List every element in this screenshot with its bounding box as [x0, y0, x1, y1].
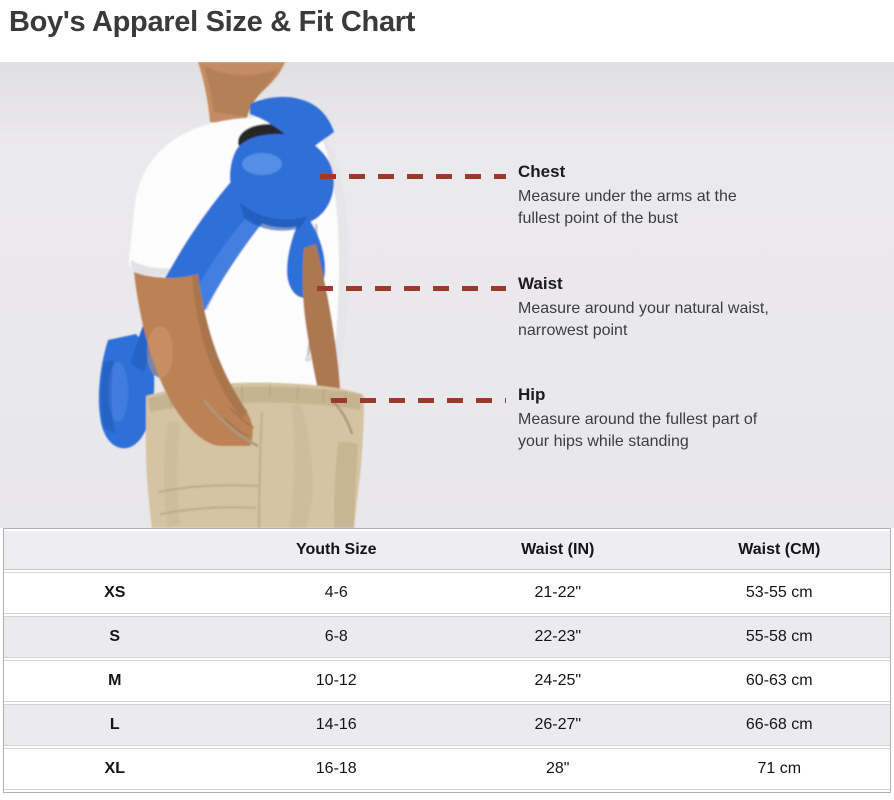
header-waist-in: Waist (IN)	[447, 531, 669, 570]
table-row-xs: XS 4-6 21-22" 53-55 cm	[4, 572, 890, 614]
chest-callout: Chest Measure under the arms at the full…	[518, 162, 780, 231]
page-title: Boy's Apparel Size & Fit Chart	[9, 6, 416, 38]
cell-size: XS	[4, 572, 226, 614]
cell-youth-size: 10-12	[225, 660, 447, 702]
cell-waist-cm: 55-58 cm	[668, 616, 890, 658]
cell-waist-in: 28"	[447, 748, 669, 790]
title-bar: Boy's Apparel Size & Fit Chart	[0, 0, 894, 62]
waist-description: Measure around your natural waist, narro…	[518, 300, 769, 340]
cell-waist-in: 24-25"	[447, 660, 669, 702]
cell-youth-size: 14-16	[225, 704, 447, 746]
hip-description: Measure around the fullest part of your …	[518, 411, 758, 451]
cell-youth-size: 16-18	[225, 748, 447, 790]
header-youth-size: Youth Size	[225, 531, 447, 570]
cell-waist-in: 21-22"	[447, 572, 669, 614]
cell-waist-cm: 66-68 cm	[668, 704, 890, 746]
header-waist-cm: Waist (CM)	[668, 531, 890, 570]
hip-label: Hip	[518, 385, 546, 404]
fit-guide-photo: Chest Measure under the arms at the full…	[0, 62, 894, 528]
table-row-l: L 14-16 26-27" 66-68 cm	[4, 704, 890, 746]
cell-size: M	[4, 660, 226, 702]
cell-size: XL	[4, 748, 226, 790]
table-row-s: S 6-8 22-23" 55-58 cm	[4, 616, 890, 658]
table-row-xl: XL 16-18 28" 71 cm	[4, 748, 890, 790]
size-table: Youth Size Waist (IN) Waist (CM) XS 4-6 …	[3, 528, 891, 793]
waist-measurement-line	[317, 286, 506, 291]
cell-waist-cm: 53-55 cm	[668, 572, 890, 614]
table-row-m: M 10-12 24-25" 60-63 cm	[4, 660, 890, 702]
waist-callout: Waist Measure around your natural waist,…	[518, 274, 780, 343]
size-table-header-row: Youth Size Waist (IN) Waist (CM)	[4, 531, 890, 570]
cell-waist-in: 26-27"	[447, 704, 669, 746]
chest-measurement-line	[320, 174, 506, 179]
cell-waist-cm: 60-63 cm	[668, 660, 890, 702]
header-size	[4, 531, 226, 570]
chest-description: Measure under the arms at the fullest po…	[518, 188, 737, 228]
cell-youth-size: 4-6	[225, 572, 447, 614]
hip-callout: Hip Measure around the fullest part of y…	[518, 385, 780, 454]
chest-label: Chest	[518, 162, 566, 181]
cell-size: S	[4, 616, 226, 658]
cell-waist-cm: 71 cm	[668, 748, 890, 790]
hip-measurement-line	[331, 398, 506, 403]
size-table-section: Youth Size Waist (IN) Waist (CM) XS 4-6 …	[0, 528, 894, 793]
boy-model-illustration	[98, 62, 364, 528]
cell-size: L	[4, 704, 226, 746]
waist-label: Waist	[518, 274, 563, 293]
cell-waist-in: 22-23"	[447, 616, 669, 658]
cell-youth-size: 6-8	[225, 616, 447, 658]
